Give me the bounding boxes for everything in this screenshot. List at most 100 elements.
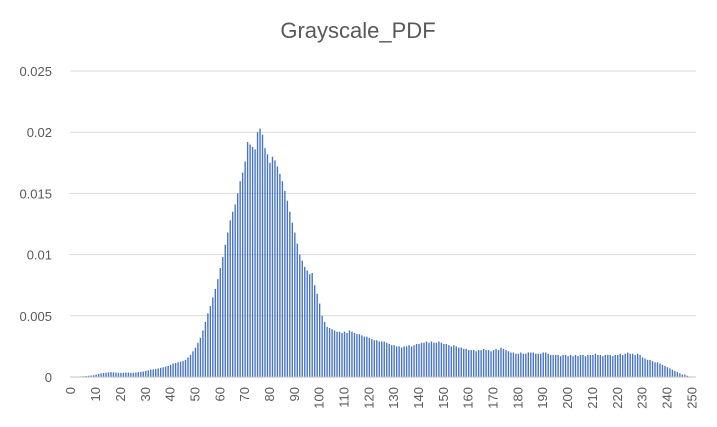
bar (465, 348, 467, 377)
bar (92, 375, 95, 377)
bar (495, 348, 497, 377)
bar (318, 303, 321, 377)
bar (174, 362, 177, 377)
x-tick-label: 40 (163, 387, 178, 401)
bar (197, 342, 199, 377)
bar (525, 353, 527, 377)
x-tick-label: 230 (635, 387, 650, 409)
bar (512, 352, 515, 377)
bar (413, 345, 415, 377)
bar (179, 361, 182, 377)
bar (482, 348, 485, 377)
bar (423, 342, 425, 377)
x-tick-label: 220 (610, 387, 625, 409)
bar (395, 346, 398, 377)
bar (430, 341, 433, 377)
bar (679, 373, 681, 377)
gridlines (70, 70, 696, 317)
bar (383, 341, 385, 377)
x-tick-label: 130 (386, 387, 401, 409)
bar (381, 341, 383, 377)
bar (487, 350, 490, 377)
x-tick-label: 120 (361, 387, 376, 409)
x-tick-label: 110 (336, 387, 351, 408)
bar (184, 359, 187, 377)
bar (194, 347, 197, 377)
bar (204, 321, 207, 377)
bar (472, 350, 475, 377)
bar (271, 156, 274, 377)
bar (549, 354, 552, 377)
bar (619, 353, 621, 377)
bar (209, 306, 212, 377)
bar (112, 372, 115, 377)
bar (239, 181, 241, 377)
bar (155, 369, 157, 377)
bar (480, 350, 482, 377)
bar (617, 354, 619, 377)
bar (636, 353, 639, 377)
y-tick-label: 0.025 (19, 64, 52, 79)
bar (453, 345, 455, 377)
bar (393, 345, 395, 377)
bar-series (78, 128, 696, 377)
bar (296, 243, 298, 377)
bar (202, 330, 204, 377)
bar (574, 354, 577, 377)
bar (607, 354, 609, 377)
bar (547, 353, 549, 377)
bar (681, 374, 684, 377)
bar (127, 372, 130, 377)
x-tick-label: 70 (237, 387, 252, 401)
bar (117, 372, 120, 377)
y-tick-label: 0.015 (19, 186, 52, 201)
bar (445, 343, 448, 377)
bar (159, 367, 162, 377)
bar (644, 358, 646, 377)
y-tick-label: 0.01 (27, 248, 52, 263)
bar (572, 356, 574, 377)
bar (686, 375, 688, 377)
bar (450, 346, 452, 377)
bar (219, 268, 221, 377)
bar (388, 343, 390, 377)
bar (562, 354, 564, 377)
bar (232, 211, 234, 377)
bar (510, 352, 512, 377)
bar (234, 204, 236, 377)
bar (254, 149, 256, 377)
bar (559, 356, 562, 377)
bar (532, 352, 534, 377)
bar (582, 354, 584, 377)
bar (227, 232, 229, 377)
bar (249, 144, 251, 377)
bar (477, 350, 480, 377)
bar (661, 364, 664, 377)
x-tick-label: 10 (88, 387, 103, 401)
bar (671, 369, 674, 377)
bar (639, 354, 641, 377)
bar (589, 354, 592, 377)
bar (162, 367, 164, 377)
x-tick-label: 60 (212, 387, 227, 401)
bar (475, 351, 477, 377)
bar (110, 372, 112, 377)
bar (371, 339, 373, 377)
bar (468, 350, 470, 377)
bar (505, 350, 507, 377)
bar (251, 146, 254, 377)
bar (651, 361, 654, 377)
bar (229, 220, 231, 377)
bar (279, 173, 281, 377)
bar (376, 340, 378, 377)
bar (105, 372, 107, 377)
bar (301, 260, 303, 377)
bar (569, 354, 572, 377)
bar (624, 353, 626, 377)
bar (140, 371, 142, 377)
bar (641, 357, 644, 377)
bar (629, 353, 631, 377)
bar (425, 341, 428, 377)
bar (259, 128, 261, 377)
